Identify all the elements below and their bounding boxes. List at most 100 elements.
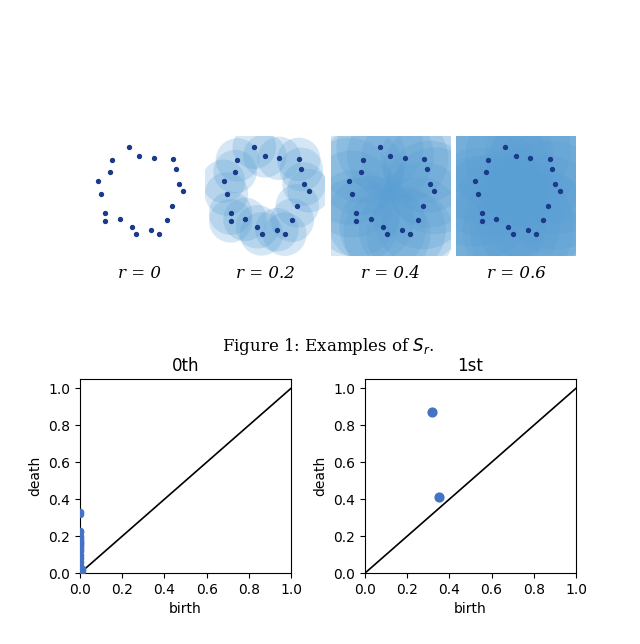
Circle shape [317, 128, 404, 215]
Circle shape [216, 138, 259, 182]
Circle shape [367, 191, 454, 278]
Point [75, 549, 85, 560]
Point [274, 153, 284, 164]
Point [344, 176, 354, 186]
Point [351, 216, 362, 226]
Point [134, 151, 145, 161]
Text: r = 0.2: r = 0.2 [236, 265, 294, 282]
Point [171, 164, 181, 175]
Point [260, 151, 270, 161]
Point [179, 185, 189, 196]
Point [422, 164, 432, 175]
Circle shape [347, 113, 434, 200]
Point [96, 189, 106, 199]
Circle shape [412, 129, 543, 260]
Point [75, 536, 85, 547]
Point [75, 544, 85, 554]
Point [75, 557, 85, 567]
Point [472, 189, 483, 199]
Circle shape [495, 126, 625, 256]
Point [240, 214, 250, 224]
Point [252, 222, 262, 232]
Point [221, 189, 232, 199]
Point [296, 164, 307, 175]
Circle shape [209, 191, 252, 235]
Point [115, 214, 125, 224]
Point [75, 507, 85, 517]
Point [382, 229, 392, 239]
Point [127, 222, 137, 232]
Point [75, 527, 85, 538]
Point [523, 225, 533, 235]
Circle shape [391, 147, 478, 234]
Point [543, 201, 554, 211]
Point [77, 564, 87, 574]
Point [434, 492, 444, 502]
Circle shape [417, 156, 547, 286]
Circle shape [380, 162, 467, 249]
Y-axis label: death: death [314, 456, 328, 497]
Point [292, 201, 303, 211]
Circle shape [444, 162, 573, 292]
Point [294, 154, 304, 164]
Point [483, 155, 493, 165]
Circle shape [410, 116, 540, 247]
Point [272, 225, 282, 235]
Point [299, 179, 309, 189]
Text: Figure 1: Examples of $S_r$.: Figure 1: Examples of $S_r$. [221, 336, 435, 357]
Circle shape [282, 162, 326, 206]
Point [124, 142, 134, 153]
Point [154, 229, 164, 240]
Circle shape [243, 134, 287, 178]
Point [75, 540, 85, 551]
Circle shape [423, 95, 554, 225]
Circle shape [336, 104, 423, 191]
Circle shape [362, 115, 448, 202]
Point [107, 155, 117, 165]
Point [385, 151, 396, 161]
Point [226, 216, 236, 226]
Point [397, 225, 408, 235]
Circle shape [447, 169, 578, 299]
Circle shape [359, 186, 446, 273]
Point [355, 167, 365, 177]
Point [500, 142, 510, 153]
Circle shape [470, 169, 601, 299]
Circle shape [431, 154, 561, 285]
Point [374, 142, 385, 153]
Circle shape [202, 160, 245, 203]
Point [167, 201, 177, 211]
Point [550, 179, 560, 189]
Point [280, 229, 290, 240]
Circle shape [484, 94, 615, 225]
Point [162, 215, 172, 225]
Y-axis label: death: death [29, 456, 43, 497]
Point [477, 216, 487, 226]
Point [358, 155, 368, 165]
Point [555, 185, 565, 196]
Point [378, 222, 388, 232]
Point [75, 538, 85, 549]
Point [225, 208, 236, 218]
Circle shape [421, 106, 551, 237]
Point [77, 566, 87, 576]
Point [287, 215, 298, 225]
Point [75, 535, 85, 545]
Point [476, 208, 486, 218]
Circle shape [381, 116, 468, 203]
Circle shape [213, 150, 257, 193]
Circle shape [271, 198, 314, 242]
Title: 0th: 0th [172, 357, 199, 375]
Circle shape [257, 137, 301, 180]
Circle shape [209, 199, 253, 243]
Point [75, 526, 85, 536]
Text: r = 0: r = 0 [118, 265, 161, 282]
Point [75, 546, 85, 556]
Circle shape [277, 138, 321, 181]
Point [168, 154, 179, 164]
Circle shape [255, 208, 299, 251]
Point [75, 536, 85, 547]
Circle shape [465, 93, 595, 223]
Point [104, 167, 115, 177]
Point [257, 229, 267, 239]
